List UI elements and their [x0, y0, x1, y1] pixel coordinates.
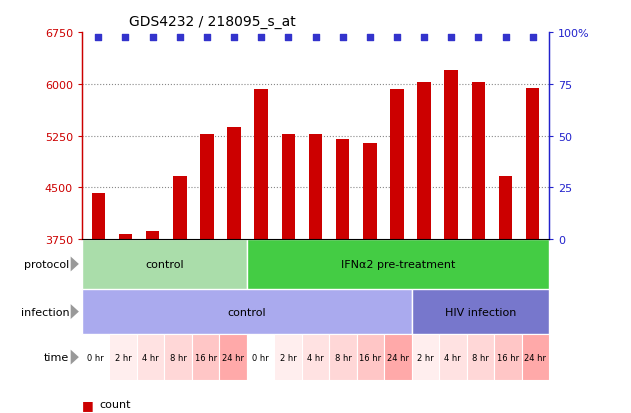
Point [528, 34, 538, 41]
Bar [363, 144, 377, 240]
Text: 4 hr: 4 hr [444, 353, 461, 362]
Point [202, 34, 212, 41]
Point [229, 34, 239, 41]
Text: HIV infection: HIV infection [445, 307, 516, 317]
Bar [82, 289, 411, 335]
Point [392, 34, 402, 41]
Text: 24 hr: 24 hr [387, 353, 409, 362]
Bar [466, 335, 494, 380]
Text: 2 hr: 2 hr [417, 353, 433, 362]
Bar [417, 83, 431, 240]
Bar [254, 90, 268, 240]
Bar [173, 177, 187, 240]
Polygon shape [71, 350, 79, 365]
Bar [329, 335, 357, 380]
Bar [200, 134, 214, 240]
Point [419, 34, 429, 41]
Bar [110, 335, 137, 380]
Text: count: count [100, 399, 131, 408]
Bar [384, 335, 411, 380]
Text: 4 hr: 4 hr [143, 353, 159, 362]
Bar [357, 335, 384, 380]
Text: 2 hr: 2 hr [115, 353, 132, 362]
Bar [336, 140, 350, 240]
Text: time: time [44, 352, 69, 362]
Bar [411, 289, 549, 335]
Text: 8 hr: 8 hr [472, 353, 489, 362]
Text: 8 hr: 8 hr [334, 353, 351, 362]
Bar [444, 71, 458, 240]
Bar [309, 134, 322, 240]
Text: 0 hr: 0 hr [252, 353, 269, 362]
Bar [220, 335, 247, 380]
Text: control: control [228, 307, 266, 317]
Point [338, 34, 348, 41]
Bar [91, 193, 105, 240]
Text: 2 hr: 2 hr [280, 353, 297, 362]
Bar [247, 240, 549, 289]
Point [148, 34, 158, 41]
Point [446, 34, 456, 41]
Bar [137, 335, 165, 380]
Bar [390, 90, 404, 240]
Bar [82, 240, 247, 289]
Bar [411, 335, 439, 380]
Text: 8 hr: 8 hr [170, 353, 187, 362]
Bar [526, 89, 540, 240]
Bar [274, 335, 302, 380]
Text: 24 hr: 24 hr [222, 353, 244, 362]
Text: 24 hr: 24 hr [524, 353, 546, 362]
Text: 16 hr: 16 hr [360, 353, 382, 362]
Bar [439, 335, 466, 380]
Point [310, 34, 321, 41]
Point [93, 34, 103, 41]
Bar [521, 335, 549, 380]
Polygon shape [71, 304, 79, 319]
Bar [302, 335, 329, 380]
Text: ■: ■ [82, 399, 94, 411]
Bar [119, 235, 133, 240]
Bar [146, 231, 160, 240]
Text: GDS4232 / 218095_s_at: GDS4232 / 218095_s_at [129, 15, 295, 29]
Bar [227, 127, 241, 240]
Text: 4 hr: 4 hr [307, 353, 324, 362]
Point [175, 34, 185, 41]
Point [473, 34, 483, 41]
Bar [281, 134, 295, 240]
Polygon shape [71, 257, 79, 272]
Bar [494, 335, 521, 380]
Text: protocol: protocol [24, 259, 69, 269]
Bar [247, 335, 274, 380]
Text: infection: infection [21, 307, 69, 317]
Text: 0 hr: 0 hr [87, 353, 104, 362]
Point [121, 34, 131, 41]
Text: control: control [145, 259, 184, 269]
Text: 16 hr: 16 hr [497, 353, 519, 362]
Bar [498, 177, 512, 240]
Point [256, 34, 266, 41]
Point [365, 34, 375, 41]
Bar [165, 335, 192, 380]
Text: 16 hr: 16 hr [194, 353, 216, 362]
Point [283, 34, 293, 41]
Bar [192, 335, 220, 380]
Point [500, 34, 510, 41]
Bar [82, 335, 110, 380]
Bar [471, 83, 485, 240]
Text: IFNα2 pre-treatment: IFNα2 pre-treatment [341, 259, 455, 269]
